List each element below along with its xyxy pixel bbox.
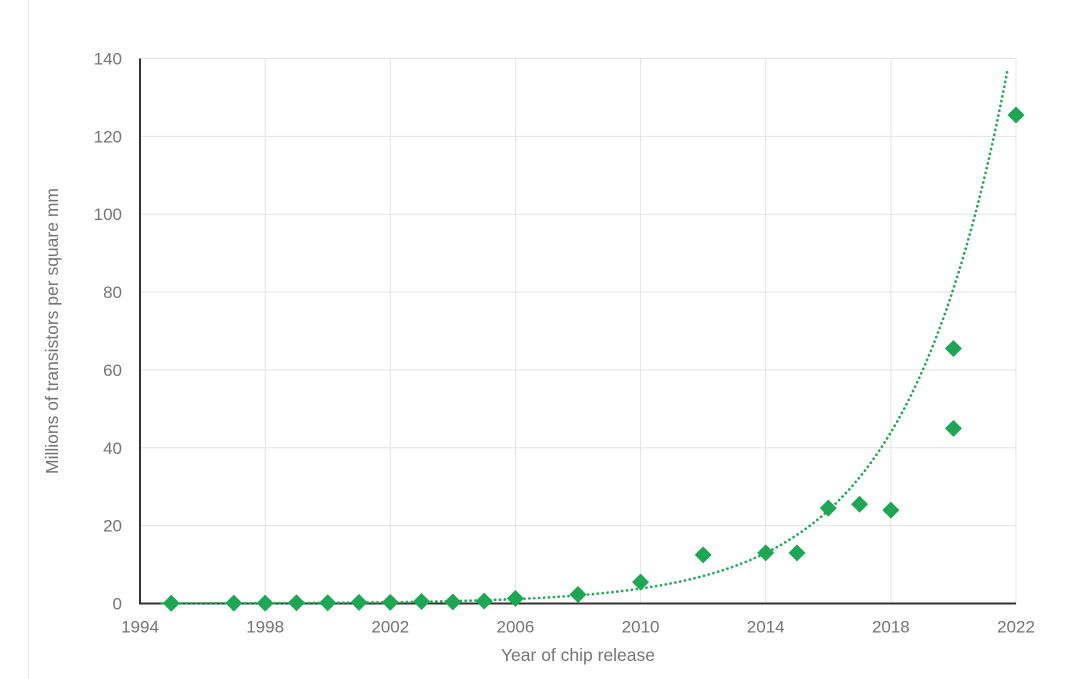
data-point [882, 501, 900, 519]
data-point [757, 544, 775, 562]
y-tick-label: 20 [103, 517, 122, 536]
x-axis-title: Year of chip release [501, 645, 655, 665]
data-point [506, 589, 524, 607]
y-tick-label: 60 [103, 361, 122, 380]
x-tick-label: 2014 [747, 618, 785, 637]
image-edge-line [28, 0, 29, 679]
data-point [319, 594, 337, 612]
axis-lines [139, 58, 1016, 605]
x-tick-label: 2022 [997, 618, 1035, 637]
exponential-trendline [160, 67, 1010, 605]
data-point [944, 340, 962, 358]
data-point [819, 499, 837, 517]
x-tick-label: 2002 [371, 618, 409, 637]
data-point [851, 495, 869, 513]
data-point [381, 593, 399, 611]
data-point [944, 419, 962, 437]
data-point [694, 546, 712, 564]
data-point [1007, 106, 1025, 124]
data-point [569, 586, 587, 604]
x-tick-label: 2018 [872, 618, 910, 637]
x-tick-label: 1998 [246, 618, 284, 637]
data-point [287, 594, 305, 612]
data-point [444, 593, 462, 611]
y-tick-label: 40 [103, 439, 122, 458]
data-point [788, 544, 806, 562]
x-tick-label: 2010 [622, 618, 660, 637]
gridlines [139, 58, 1017, 604]
data-points [162, 106, 1025, 612]
x-tick-label: 2006 [497, 618, 535, 637]
data-point [256, 594, 274, 612]
y-tick-label: 140 [94, 50, 122, 69]
data-point [350, 593, 368, 611]
tick-labels: 0 20 40 60 80 100 120 140 1994 1998 2002 2006 2010 20… [94, 50, 1035, 637]
data-point [162, 594, 180, 612]
data-point [225, 594, 243, 612]
y-tick-label: 100 [94, 205, 122, 224]
x-tick-label: 1994 [121, 618, 159, 637]
y-tick-label: 80 [103, 283, 122, 302]
y-tick-label: 0 [113, 595, 122, 614]
y-tick-label: 120 [94, 127, 122, 146]
data-point [475, 592, 493, 610]
data-point [413, 593, 431, 611]
data-point [632, 573, 650, 591]
y-axis-title: Millions of transistors per square mm [42, 188, 62, 474]
